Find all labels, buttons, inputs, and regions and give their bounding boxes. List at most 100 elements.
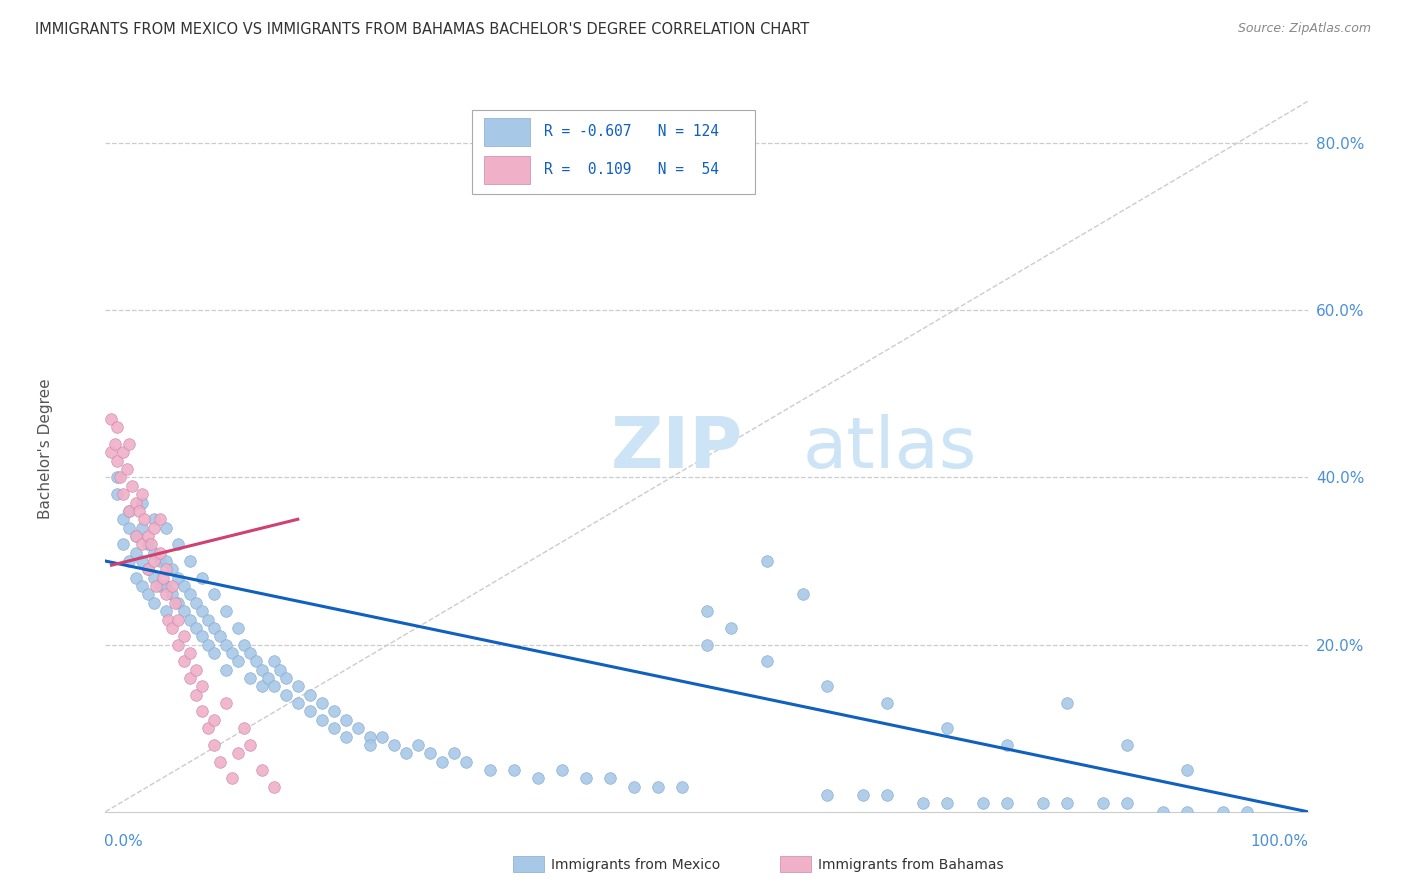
Point bbox=[815, 788, 838, 802]
Point bbox=[166, 571, 188, 585]
Point bbox=[173, 629, 195, 643]
Point bbox=[112, 537, 135, 551]
Point bbox=[104, 437, 127, 451]
Point bbox=[155, 520, 177, 534]
Point bbox=[263, 679, 285, 693]
Point bbox=[274, 671, 297, 685]
Point bbox=[179, 671, 201, 685]
Point bbox=[1056, 797, 1078, 811]
Point bbox=[1175, 805, 1198, 819]
Point bbox=[131, 537, 153, 551]
Point bbox=[239, 738, 262, 752]
Point bbox=[755, 554, 778, 568]
Point bbox=[269, 663, 291, 677]
Text: 100.0%: 100.0% bbox=[1251, 833, 1309, 848]
Point bbox=[347, 721, 370, 735]
Point bbox=[479, 763, 502, 777]
Point bbox=[197, 638, 219, 652]
Point bbox=[148, 579, 170, 593]
Point bbox=[936, 797, 959, 811]
Point bbox=[755, 654, 778, 668]
Point bbox=[1056, 696, 1078, 710]
Point bbox=[226, 746, 249, 760]
Point bbox=[131, 579, 153, 593]
Point bbox=[911, 797, 934, 811]
Point bbox=[298, 688, 321, 702]
Point bbox=[155, 554, 177, 568]
Point bbox=[359, 738, 381, 752]
Point bbox=[551, 763, 574, 777]
Point bbox=[160, 621, 183, 635]
Point bbox=[256, 671, 278, 685]
Point bbox=[179, 554, 201, 568]
Point bbox=[179, 613, 201, 627]
Point bbox=[100, 445, 122, 459]
Point bbox=[443, 746, 465, 760]
Point bbox=[142, 546, 165, 560]
Point bbox=[131, 554, 153, 568]
Point bbox=[121, 479, 143, 493]
Point bbox=[145, 579, 167, 593]
Point bbox=[124, 529, 146, 543]
Point bbox=[197, 613, 219, 627]
Point bbox=[876, 788, 898, 802]
Point bbox=[136, 537, 159, 551]
Point bbox=[395, 746, 418, 760]
Text: 0.0%: 0.0% bbox=[104, 833, 143, 848]
Point bbox=[152, 571, 174, 585]
Point bbox=[274, 688, 297, 702]
Point bbox=[142, 571, 165, 585]
Point bbox=[852, 788, 875, 802]
Point bbox=[263, 654, 285, 668]
Point bbox=[1212, 805, 1234, 819]
Point bbox=[131, 487, 153, 501]
Point bbox=[142, 554, 165, 568]
Point bbox=[107, 487, 129, 501]
Point bbox=[112, 487, 135, 501]
Point bbox=[815, 679, 838, 693]
Point bbox=[371, 730, 394, 744]
Point bbox=[148, 512, 170, 526]
Point bbox=[226, 654, 249, 668]
Point bbox=[190, 705, 212, 719]
Point bbox=[322, 721, 344, 735]
Point bbox=[527, 772, 550, 786]
Point bbox=[503, 763, 526, 777]
Point bbox=[936, 721, 959, 735]
Point bbox=[202, 738, 225, 752]
Text: ZIP: ZIP bbox=[610, 414, 742, 483]
Point bbox=[118, 504, 141, 518]
Point bbox=[148, 546, 170, 560]
Point bbox=[136, 562, 159, 576]
Point bbox=[184, 688, 207, 702]
Point bbox=[214, 638, 236, 652]
Point bbox=[136, 562, 159, 576]
Point bbox=[430, 755, 453, 769]
Point bbox=[136, 587, 159, 601]
Point bbox=[214, 663, 236, 677]
Point bbox=[335, 730, 357, 744]
Point bbox=[190, 571, 212, 585]
Point bbox=[118, 504, 141, 518]
Bar bbox=[484, 118, 530, 145]
Point bbox=[995, 797, 1018, 811]
Point bbox=[232, 721, 254, 735]
Point bbox=[995, 738, 1018, 752]
Text: Source: ZipAtlas.com: Source: ZipAtlas.com bbox=[1237, 22, 1371, 36]
Point bbox=[155, 562, 177, 576]
Point bbox=[214, 696, 236, 710]
Point bbox=[335, 713, 357, 727]
Point bbox=[298, 705, 321, 719]
Point bbox=[166, 596, 188, 610]
Point bbox=[454, 755, 477, 769]
Point bbox=[972, 797, 994, 811]
Point bbox=[142, 596, 165, 610]
Point bbox=[208, 755, 231, 769]
Point bbox=[173, 654, 195, 668]
Text: R =  0.109   N =  54: R = 0.109 N = 54 bbox=[544, 162, 720, 178]
Point bbox=[382, 738, 405, 752]
Point bbox=[1236, 805, 1258, 819]
Point bbox=[131, 520, 153, 534]
Point bbox=[245, 654, 267, 668]
Point bbox=[112, 445, 135, 459]
